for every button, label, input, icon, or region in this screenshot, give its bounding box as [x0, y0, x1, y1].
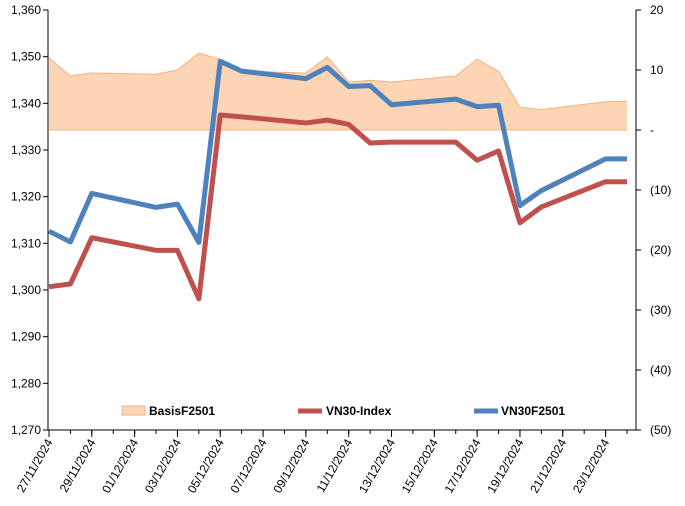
right-tick-label: - [650, 123, 654, 137]
legend-label-basisf2501: BasisF2501 [149, 404, 215, 418]
x-tick-label: 23/12/2024 [570, 436, 612, 495]
x-tick-label: 13/12/2024 [356, 436, 398, 495]
legend: BasisF2501 VN30-Index VN30F2501 [121, 404, 565, 418]
x-tick-label: 03/12/2024 [142, 436, 184, 495]
left-tick-label: 1,290 [11, 330, 41, 344]
right-tick-label: (20) [650, 243, 671, 257]
legend-label-vn30f2501: VN30F2501 [501, 404, 565, 418]
left-tick-label: 1,320 [11, 190, 41, 204]
plot-area [48, 10, 636, 430]
left-tick-label: 1,310 [11, 236, 41, 250]
x-tick-label: 17/12/2024 [442, 436, 484, 495]
right-tick-label: (40) [650, 363, 671, 377]
left-tick-label: 1,360 [11, 3, 41, 17]
plot-background [48, 10, 636, 430]
x-tick-label: 01/12/2024 [99, 436, 141, 495]
x-tick-label: 29/11/2024 [57, 436, 99, 495]
vn30-index-line [48, 112, 627, 302]
vn30f2501-line [47, 58, 627, 245]
legend-swatch-basisf2501 [121, 405, 146, 416]
x-tick-label: 21/12/2024 [527, 436, 569, 495]
series-layer [47, 52, 628, 302]
legend-label-vn30-index: VN30-Index [326, 404, 392, 418]
x-tick-label: 15/12/2024 [399, 436, 441, 495]
right-tick-label: 10 [650, 63, 664, 77]
right-tick-label: 20 [650, 3, 664, 17]
left-tick-label: 1,300 [11, 283, 41, 297]
right-tick-label: (30) [650, 303, 671, 317]
x-tick-label: 07/12/2024 [228, 436, 270, 495]
left-tick-label: 1,280 [11, 376, 41, 390]
x-tick-label: 05/12/2024 [185, 436, 227, 495]
x-tick-label: 27/11/2024 [14, 436, 56, 495]
x-tick-label: 11/12/2024 [314, 436, 356, 495]
basis-area-outline [48, 52, 628, 111]
left-tick-label: 1,340 [11, 96, 41, 110]
x-tick-label: 09/12/2024 [270, 436, 312, 495]
right-tick-label: (50) [650, 423, 671, 437]
right-tick-label: (10) [650, 183, 671, 197]
left-tick-label: 1,350 [11, 50, 41, 64]
basis-area [49, 53, 627, 131]
left-tick-label: 1,330 [11, 143, 41, 157]
x-tick-label: 19/12/2024 [484, 436, 526, 495]
left-tick-label: 1,270 [11, 423, 41, 437]
